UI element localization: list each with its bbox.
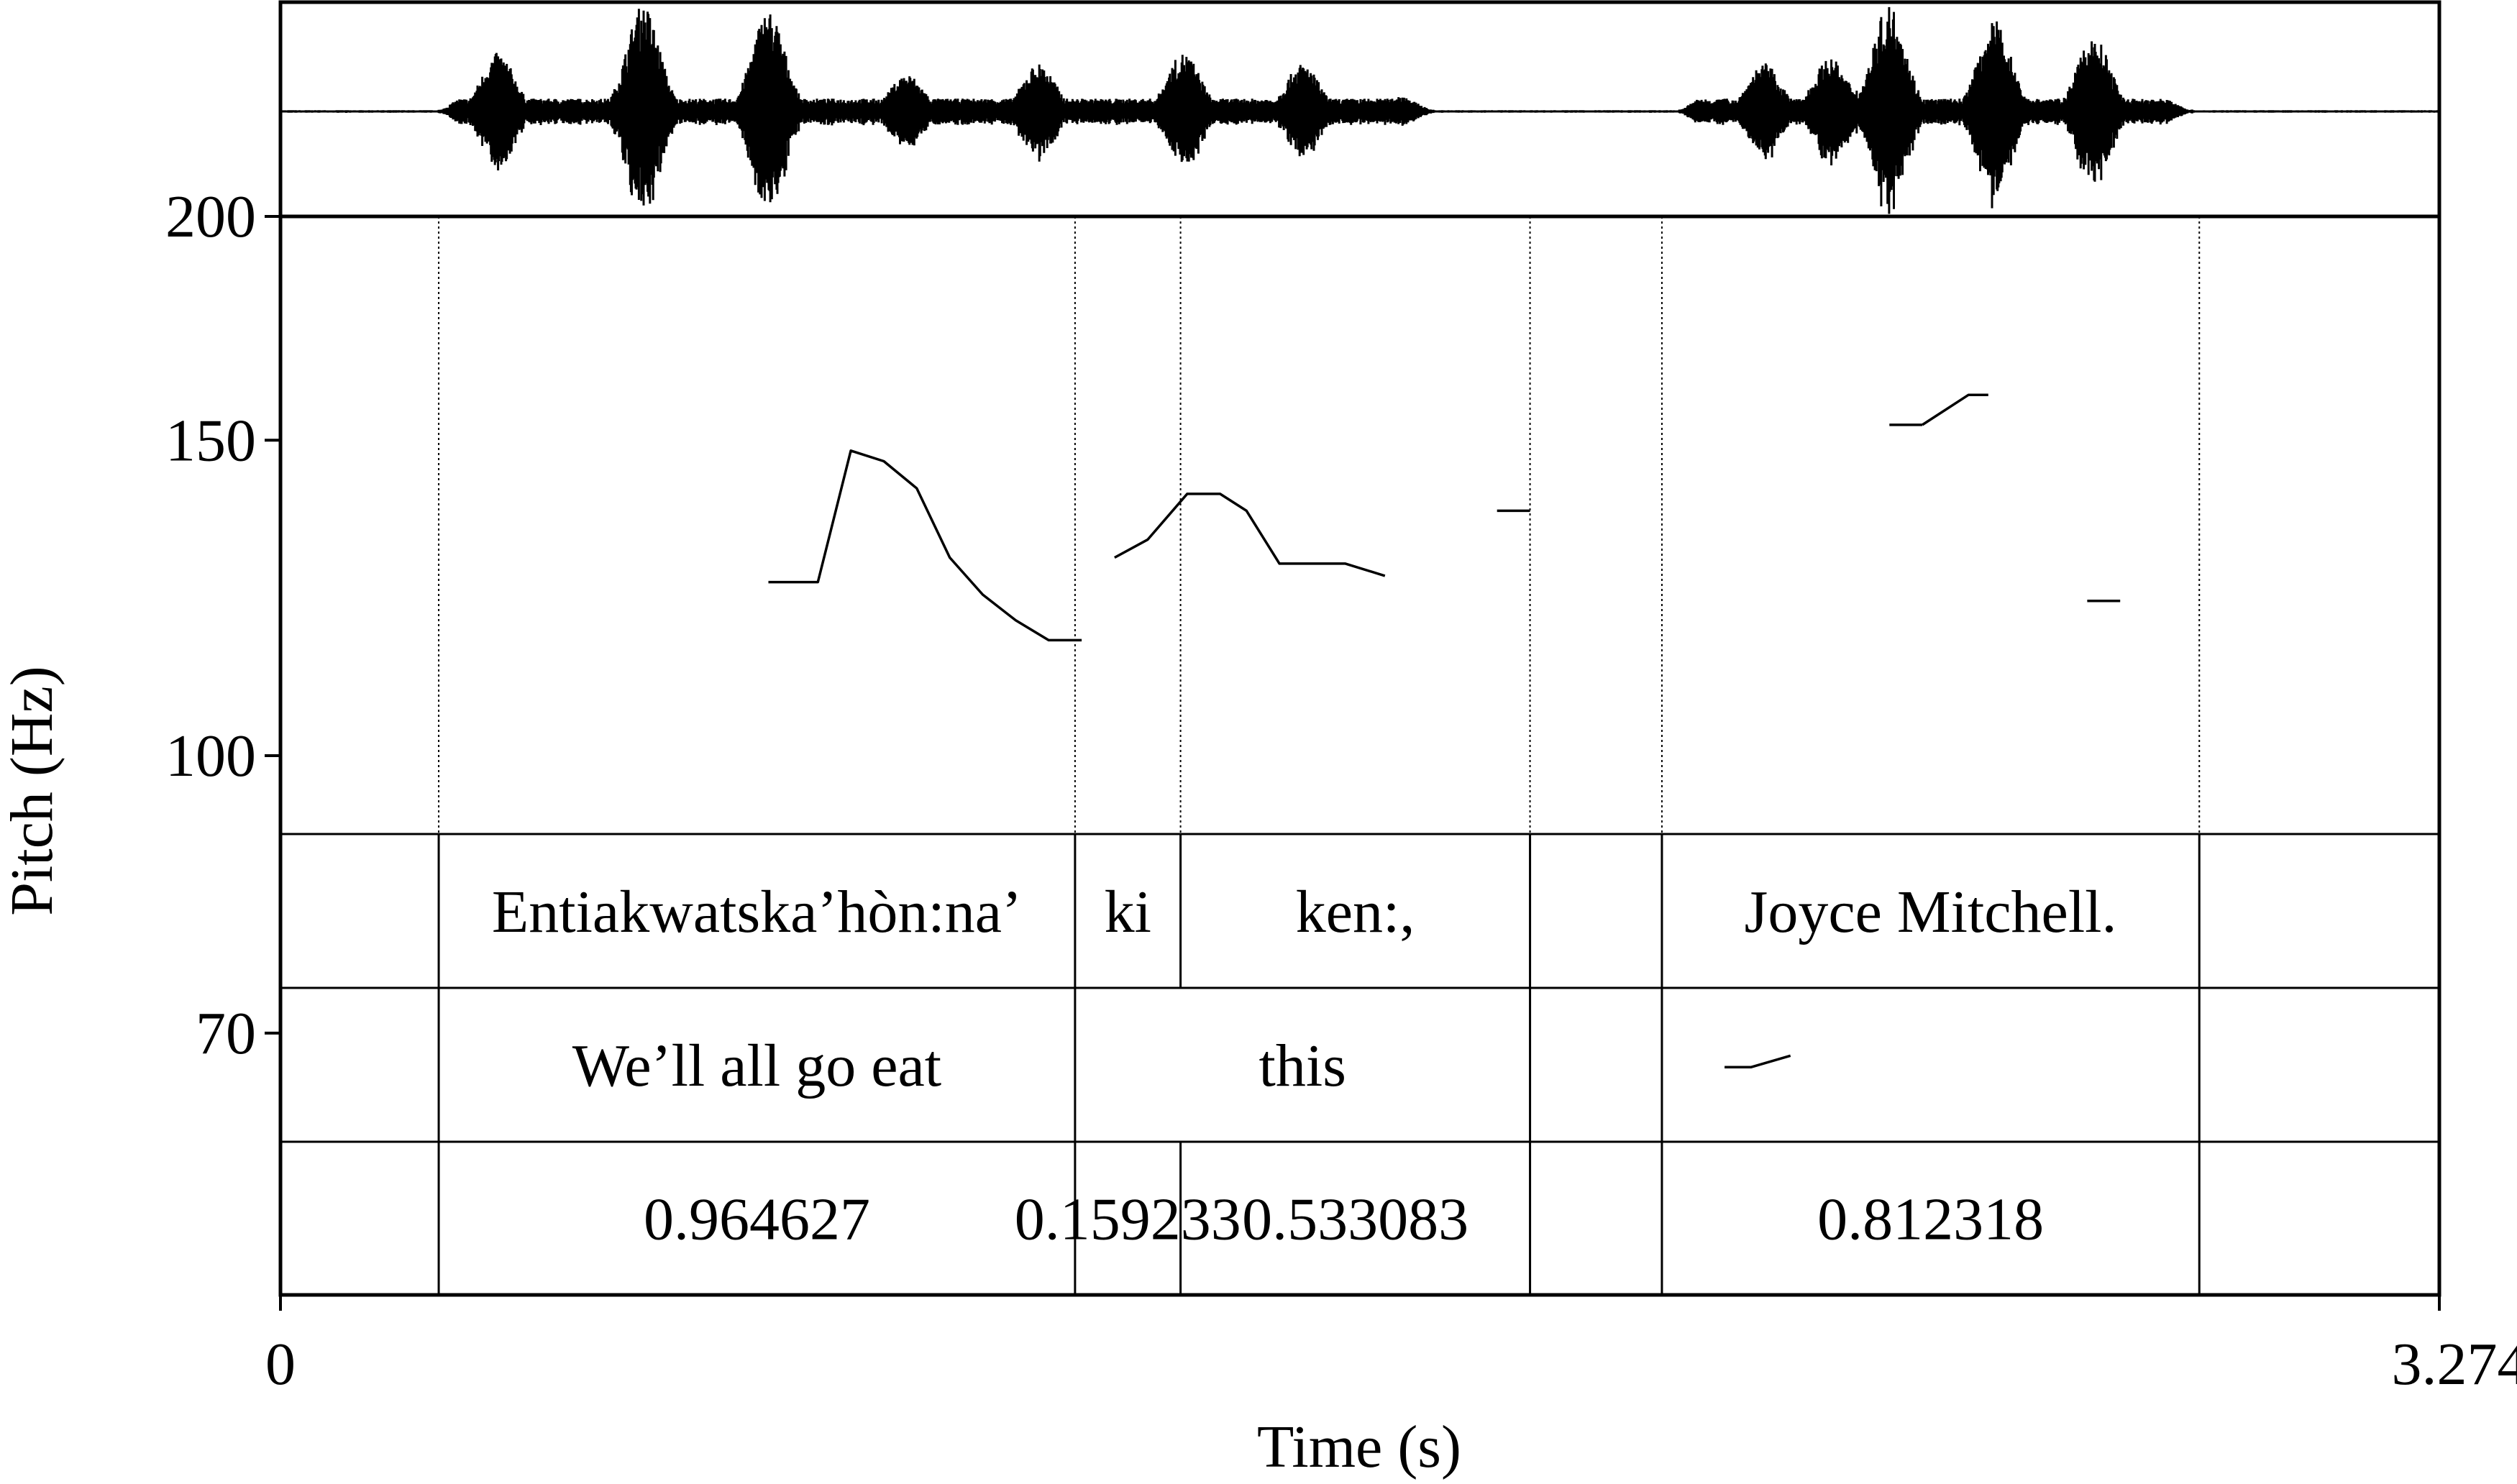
tier-1-label: ken:, xyxy=(1296,879,1415,945)
tier-3-label: 0.964627 xyxy=(644,1186,870,1253)
tier-3-label: 0.812318 xyxy=(1817,1186,2044,1253)
pitch-contour-segment-0 xyxy=(768,449,1082,642)
pitch-contour-segment-4 xyxy=(1922,393,1988,426)
tier-1-label: Entiakwatska’hòn:na’ xyxy=(492,879,1022,945)
y-tick-label: 150 xyxy=(165,407,256,474)
pitch-contour-segment-1 xyxy=(1114,493,1386,577)
waveform-panel xyxy=(279,6,2441,214)
y-tick-label: 100 xyxy=(165,723,256,789)
tier-1-label: Joyce Mitchell. xyxy=(1745,879,2117,945)
x-axis-title: Time (s) xyxy=(1257,1414,1461,1480)
waveform-trace xyxy=(279,6,2441,214)
tier-2-label: We’ll all go eat xyxy=(572,1032,941,1099)
y-tick-label: 70 xyxy=(196,1000,256,1067)
annotation-tiers: Entiakwatska’hòn:na’ ki ken:, Joyce Mitchel… xyxy=(280,833,2439,1295)
pitch-contour-segment-6 xyxy=(1725,1054,1791,1069)
x-tick-label-end: 3.274 xyxy=(2392,1331,2517,1398)
x-tick-label-start: 0 xyxy=(265,1331,296,1398)
y-tick-label: 200 xyxy=(165,183,256,250)
tier-2-label: this xyxy=(1259,1032,1346,1099)
pitch-panel xyxy=(438,216,2201,1069)
plot-frame xyxy=(278,0,2441,1297)
tier-3-label: 0.533083 xyxy=(1242,1186,1468,1253)
tier-1-label: ki xyxy=(1105,879,1151,945)
tier-3-label: 0.159233 xyxy=(1015,1186,1241,1253)
y-axis-title: Pitch (Hz) xyxy=(0,666,65,916)
outer-frame xyxy=(278,0,2441,1297)
axes: Time (s) Pitch (Hz) 0 3.274 200 150 100 70 xyxy=(0,183,2517,1480)
